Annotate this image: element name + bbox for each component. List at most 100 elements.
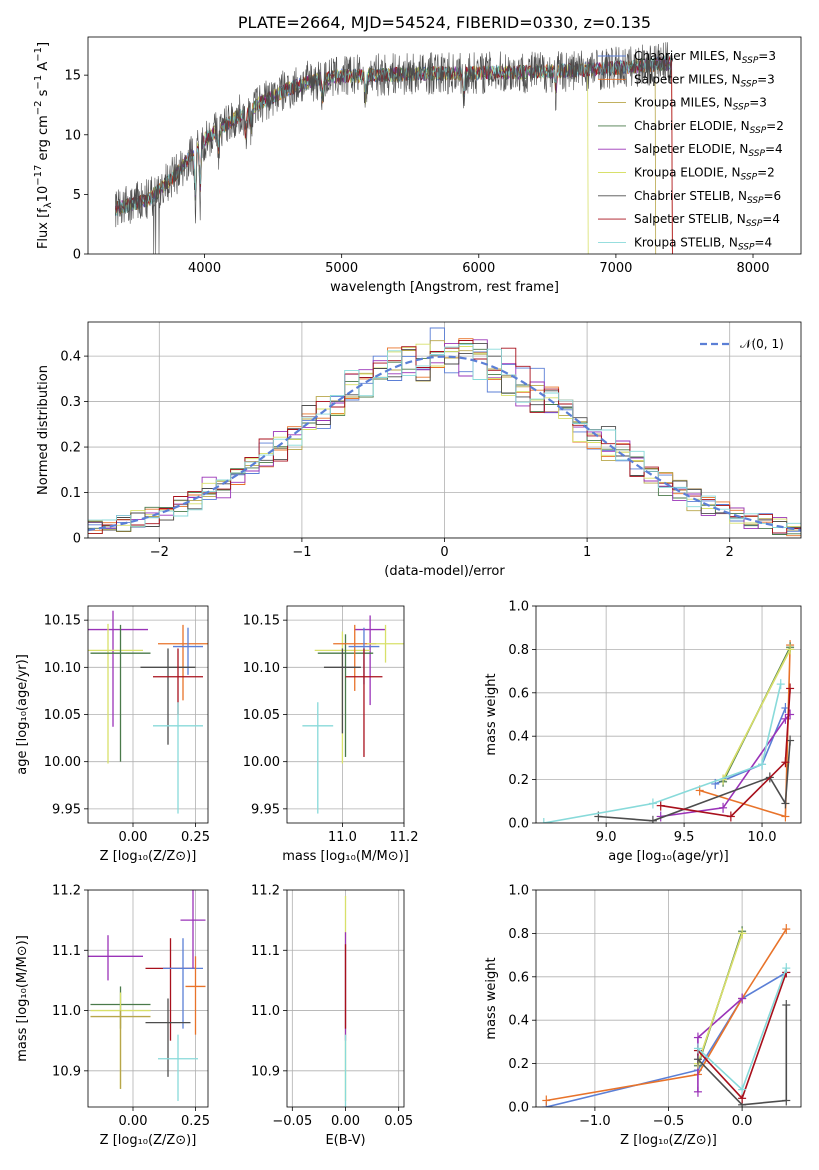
legend-entry: Chabrier ELODIE, NSSP=2 [634, 119, 784, 136]
x-tick-label: 9.5 [674, 830, 695, 845]
y-tick-label: 0.2 [508, 1057, 529, 1072]
x-tick-label: 0.05 [384, 1114, 413, 1129]
axes-frame [87, 889, 209, 1108]
y-axis-label: mass weight [484, 673, 499, 755]
y-tick-label: 1.0 [508, 600, 529, 615]
legend-text-end: =4 [765, 142, 783, 156]
plot-area-mass-vs-z [88, 890, 208, 1107]
y-label-part: Flux [f [36, 208, 51, 249]
gaussian-curve [88, 355, 801, 532]
legend-entry: Chabrier MILES, NSSP=3 [634, 49, 776, 66]
axes-age-vs-z: 0.00 0.25 9.95 10.00 10.05 10.10 10.15 Z [log₁₀… [15, 605, 210, 864]
y-label-part: s [36, 89, 51, 100]
x-tick-label: 0.00 [119, 830, 148, 845]
y-tick-label: 10.00 [243, 755, 280, 770]
y-label-part: −1 [33, 75, 44, 90]
x-axis-label: age [log₁₀(age/yr)] [608, 849, 729, 864]
y-label-part: −17 [33, 165, 44, 186]
x-axis-label: Z [log₁₀(Z/Z⊙)] [620, 1133, 717, 1148]
legend-entry: Kroupa ELODIE, NSSP=2 [634, 166, 775, 183]
y-tick-label: 11.2 [251, 884, 280, 899]
x-axis-label: Z [log₁₀(Z/Z⊙)] [100, 849, 197, 864]
x-tick-label: 4000 [188, 261, 221, 276]
legend-sub: SSP [742, 56, 759, 66]
axes-frame [87, 605, 209, 824]
y-tick-label: 0.4 [508, 1014, 529, 1029]
legend-entry: 𝒩(0, 1) [740, 337, 784, 351]
x-tick-label: −2 [150, 545, 169, 560]
y-tick-label: 0.2 [508, 773, 529, 788]
y-tick-label: 10 [64, 128, 81, 143]
mass-weight-line [722, 649, 791, 780]
legend-sub: SSP [747, 196, 764, 206]
x-tick-label: 8000 [736, 261, 769, 276]
axes-frame [286, 889, 405, 1108]
legend-entry: Salpeter STELIB, NSSP=4 [634, 212, 780, 229]
legend-sub: SSP [748, 149, 765, 159]
y-tick-label: 11.0 [52, 1004, 81, 1019]
histogram-step [88, 343, 801, 531]
legend-text-end: =4 [762, 212, 780, 226]
legend-text: Salpeter STELIB, N [634, 212, 746, 226]
y-tick-label: 0.4 [60, 350, 81, 365]
axes-age-vs-mass: 11.0 11.2 9.95 10.00 10.05 10.10 10.15 mass [lo… [243, 605, 419, 864]
y-tick-label: 10.15 [243, 614, 280, 629]
legend-text: Kroupa STELIB, N [634, 235, 738, 249]
x-tick-label: 6000 [462, 261, 495, 276]
legend-text: Salpeter ELODIE, N [634, 142, 748, 156]
y-label-part: A [36, 62, 51, 75]
legend-entry: Kroupa STELIB, NSSP=4 [634, 235, 772, 252]
y-tick-label: 0.8 [508, 927, 529, 942]
plot-area-mass-vs-ebv [287, 890, 404, 1107]
mass-weight-line [697, 933, 743, 1064]
x-tick-label: 9.0 [596, 830, 617, 845]
y-axis-label: mass weight [484, 957, 499, 1039]
axes-frame [87, 36, 802, 255]
y-label-part: 10 [36, 186, 51, 203]
y-tick-label: 10.9 [52, 1064, 81, 1079]
x-axis-label: wavelength [Angstrom, rest frame] [330, 280, 559, 295]
legend-text-end: =2 [766, 119, 784, 133]
plot-area-residuals [88, 322, 801, 538]
x-tick-label: 0.00 [119, 1114, 148, 1129]
axes-mass-vs-ebv: −0.05 0.00 0.05 10.9 11.0 11.1 11.2 E(B-V) [251, 884, 413, 1149]
plot-area-spectrum [115, 42, 674, 254]
axes-massweight-vs-z: −1.0 −0.5 0.0 0.0 0.2 0.4 0.6 0.8 1.0 Z [log₁₀(Z/… [484, 884, 802, 1148]
y-axis-label: mass [log₁₀(M/M⊙)] [15, 935, 30, 1062]
y-tick-label: 0.2 [60, 441, 81, 456]
y-tick-label: 0.1 [60, 486, 81, 501]
legend-text: Kroupa ELODIE, N [634, 166, 741, 180]
axes-mass-vs-z: 0.00 0.25 10.9 11.0 11.1 11.2 Z [log₁₀(Z/Z⊙)] m… [15, 884, 210, 1149]
x-tick-label: 11.2 [390, 830, 419, 845]
y-axis-label: Normed distribution [36, 365, 51, 495]
legend-entry: Salpeter MILES, NSSP=3 [634, 72, 775, 89]
y-axis-label: Flux [fλ10−17 erg cm−2 s−1 A−1] [33, 42, 54, 249]
axes-frame [87, 321, 802, 539]
y-tick-label: 10.05 [243, 708, 280, 723]
spectrum-observed-line [115, 42, 674, 254]
x-axis-label: (data-model)/error [384, 564, 505, 579]
y-tick-label: 0.0 [508, 1101, 529, 1116]
y-label-part: ] [36, 42, 51, 47]
y-tick-label: 11.1 [251, 944, 280, 959]
plot-area-age-vs-mass [287, 606, 404, 823]
y-tick-label: 11.1 [52, 944, 81, 959]
x-tick-label: 5000 [325, 261, 358, 276]
y-label-part: −1 [33, 47, 44, 62]
x-tick-label: 11.0 [328, 830, 357, 845]
y-tick-label: 5 [73, 188, 81, 203]
legend-text: Chabrier ELODIE, N [634, 119, 750, 133]
y-tick-label: 0.4 [508, 730, 529, 745]
x-tick-label: −0.5 [653, 1114, 685, 1129]
legend-sub: SSP [738, 242, 755, 252]
legend-text: Salpeter MILES, N [634, 72, 741, 86]
legend-text-end: =3 [749, 96, 767, 110]
x-tick-label: 7000 [599, 261, 632, 276]
legend-sub: SSP [750, 126, 767, 136]
y-tick-label: 0.3 [60, 395, 81, 410]
chart-title: PLATE=2664, MJD=54524, FIBERID=0330, z=0… [238, 13, 651, 32]
legend-text: Kroupa MILES, N [634, 96, 733, 110]
y-tick-label: 10.00 [44, 755, 81, 770]
y-tick-label: 9.95 [251, 802, 280, 817]
